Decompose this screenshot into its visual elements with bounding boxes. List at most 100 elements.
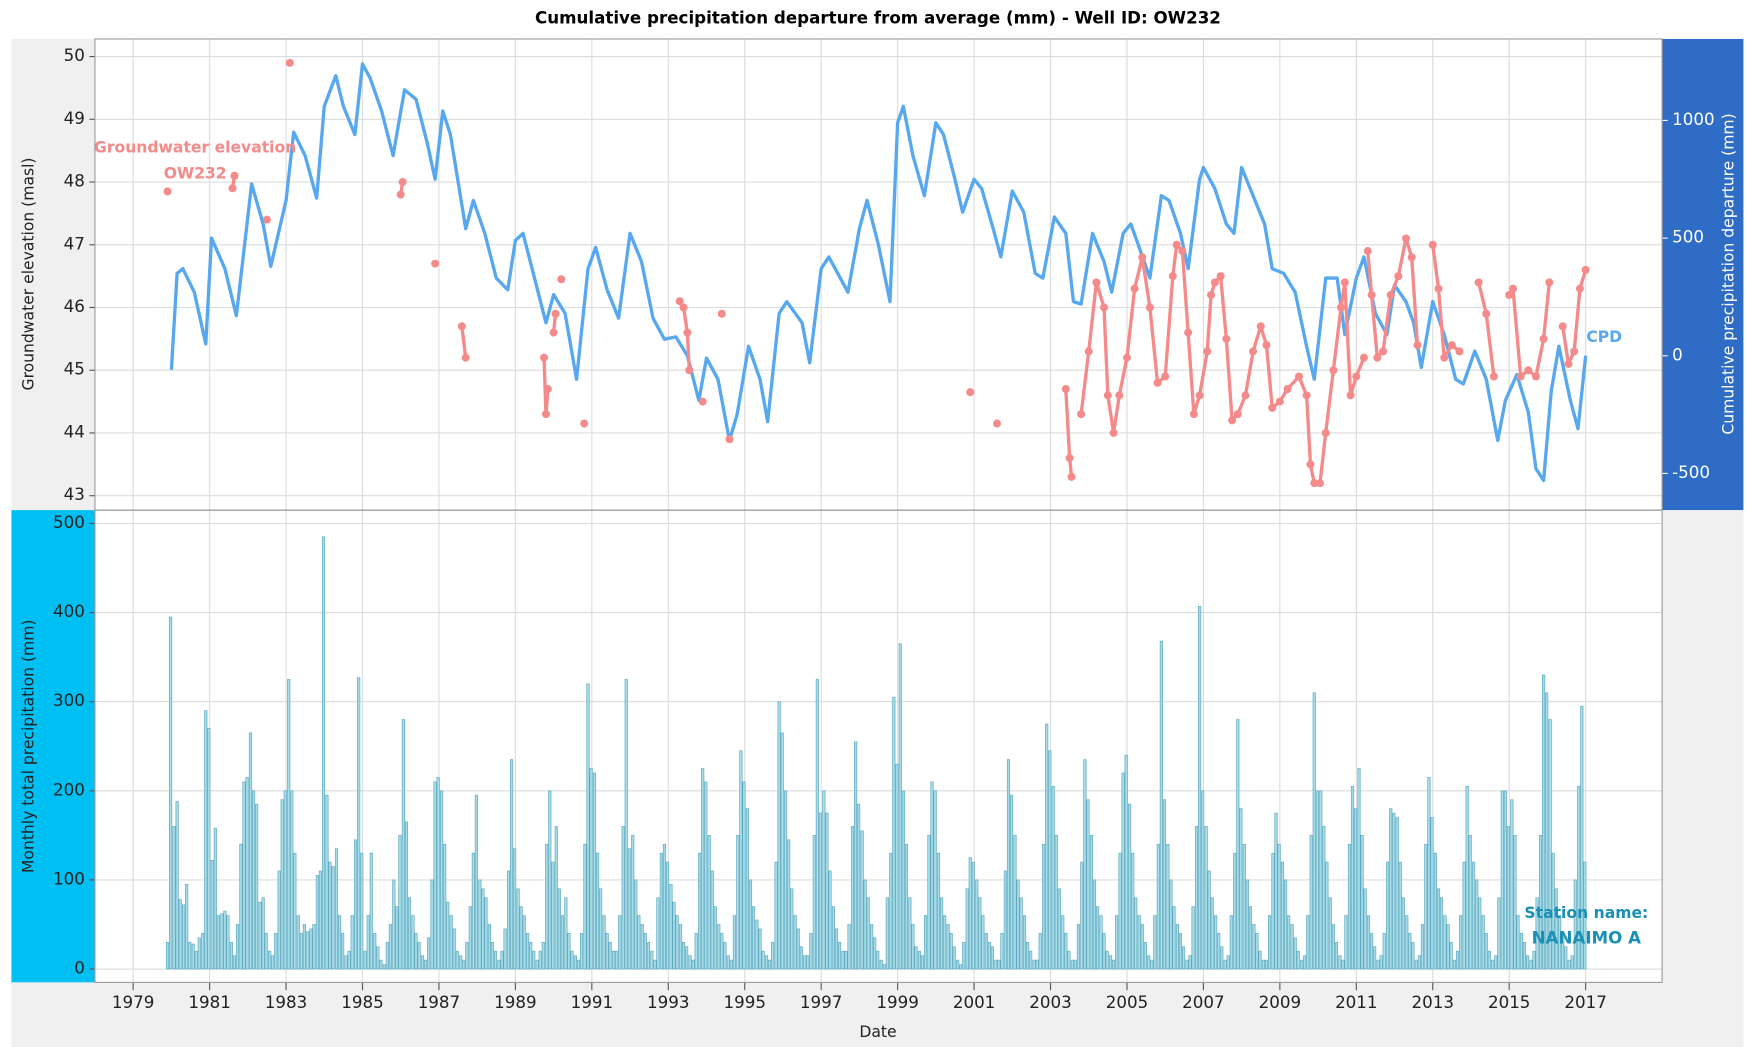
bar [1207,870,1211,970]
bar [385,941,389,970]
bar [1420,924,1425,970]
bar [1456,950,1460,970]
point [1145,303,1154,312]
bar [608,941,612,970]
bar [822,790,826,970]
bar [573,955,577,970]
bar [1194,826,1199,970]
bar [1006,759,1011,970]
bar [615,950,619,970]
data-layer [163,58,1590,970]
x-axis-title: Date [859,1023,896,1041]
point [1352,372,1361,381]
bar [927,835,931,970]
bar [1280,861,1285,970]
y-tick-label: 45 [64,359,85,379]
point [1340,278,1349,287]
y-tick-label: 50 [64,45,85,65]
x-tick-label: 1989 [494,992,536,1012]
point [1184,328,1193,337]
point [1367,290,1376,299]
bar [1328,897,1332,970]
bar [1000,933,1004,970]
point [717,309,726,318]
bar [462,959,466,970]
x-tick-label: 2009 [1259,992,1301,1012]
bar [796,928,800,970]
bar [1392,812,1396,970]
bar [803,955,807,970]
bar [455,950,459,970]
bar [255,803,259,970]
bar [235,924,240,970]
bar [975,879,979,970]
bar [1468,835,1472,970]
bar [1570,955,1574,970]
bar [560,915,564,970]
bar [427,937,431,970]
x-tick-label: 1993 [647,992,689,1012]
bar [694,933,698,970]
bar [1191,906,1195,970]
point [966,388,975,397]
bar [1481,915,1485,970]
bar [1564,946,1568,970]
bar [984,933,988,970]
bar [579,933,584,970]
bar [309,928,313,970]
x-tick-label: 2017 [1564,992,1606,1012]
bar [242,781,246,970]
bar [767,959,772,970]
station-name: NANAIMO A [1532,927,1642,947]
bar [318,870,323,970]
point [1138,253,1147,262]
station-label: Station name: [1524,904,1648,922]
bar [360,852,364,970]
bar [293,852,297,970]
bar [1395,817,1399,970]
bar [1140,924,1144,970]
bar [258,901,262,970]
bar [1026,941,1030,970]
bar [634,879,638,970]
bar [1092,879,1097,970]
bar [306,931,310,970]
bar [997,959,1001,970]
bar [971,861,975,970]
bar [516,888,520,970]
bar [920,955,925,970]
point [1539,334,1548,343]
point [1531,372,1540,381]
bar [1567,959,1571,970]
bar [1245,879,1249,970]
legend-label: Groundwater elevation [94,139,296,157]
bar [787,839,791,970]
bar [1535,897,1539,970]
bar [529,941,533,970]
bar [946,924,950,970]
point [1581,265,1590,274]
bar [357,677,361,970]
bar [612,950,616,970]
y-axis-title: Monthly total precipitation (mm) [20,620,38,874]
bar [1449,941,1453,970]
bar [1166,843,1170,970]
bar [430,879,434,970]
bar [1462,861,1466,970]
bar [379,959,383,970]
bar [325,794,329,970]
bar [1484,933,1488,970]
bar [1491,959,1495,970]
point [540,353,549,362]
x-tick-label: 1981 [188,992,230,1012]
bar [761,950,765,970]
bar [1083,759,1087,970]
y-axis-title: Groundwater elevation (masl) [20,157,38,390]
point [163,187,172,196]
bar [334,848,339,970]
bar [1338,955,1342,970]
bar [1061,915,1065,970]
bar [1525,955,1530,970]
bar [280,799,284,970]
bar [665,861,670,970]
